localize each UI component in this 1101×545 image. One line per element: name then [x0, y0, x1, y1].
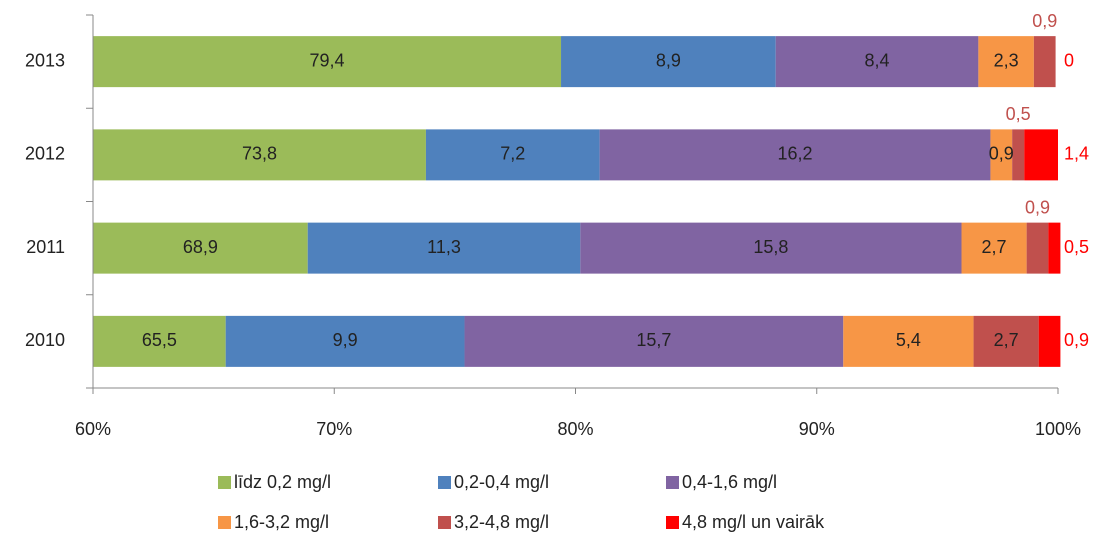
data-label: 15,7	[636, 330, 671, 350]
legend-label: 4,8 mg/l un vairāk	[682, 512, 825, 532]
x-tick-label: 80%	[557, 419, 593, 439]
y-tick-label: 2011	[26, 237, 65, 257]
data-label: 2,3	[994, 50, 1019, 70]
x-tick-label: 70%	[316, 419, 352, 439]
bar-segment	[580, 222, 962, 274]
bar-segment	[1026, 222, 1049, 274]
data-label: 15,8	[753, 237, 788, 257]
legend-label: 3,2-4,8 mg/l	[454, 512, 549, 532]
legend-swatch	[666, 516, 679, 529]
data-label: 73,8	[242, 144, 277, 164]
data-label: 16,2	[778, 144, 813, 164]
bar-segment	[1038, 315, 1061, 367]
bar-segment	[1048, 222, 1061, 274]
bar-segment	[307, 222, 581, 274]
data-label: 65,5	[142, 330, 177, 350]
data-label: 0	[1064, 50, 1074, 70]
data-label: 7,2	[500, 144, 525, 164]
data-label: 0,9	[1064, 330, 1089, 350]
bar-segment	[93, 315, 226, 367]
bar-segment	[1024, 129, 1058, 181]
data-label: 79,4	[309, 50, 344, 70]
legend-label: 0,4-1,6 mg/l	[682, 472, 777, 492]
x-tick-label: 100%	[1035, 419, 1081, 439]
bar-segment	[93, 36, 562, 88]
y-tick-label: 2010	[25, 330, 65, 350]
bar-segment	[1012, 129, 1025, 181]
legend-swatch	[218, 476, 231, 489]
legend-label: 1,6-3,2 mg/l	[234, 512, 329, 532]
legend-swatch	[218, 516, 231, 529]
data-label: 9,9	[333, 330, 358, 350]
bar-segment	[93, 129, 426, 181]
data-label: 11,3	[427, 237, 461, 257]
bar-segment	[978, 36, 1034, 88]
bar-segment	[561, 36, 776, 88]
legend-swatch	[438, 516, 451, 529]
data-label: 0,9	[1025, 197, 1050, 217]
bar-segment	[225, 315, 465, 367]
bar-segment	[464, 315, 844, 367]
data-label: 8,4	[865, 50, 890, 70]
y-tick-label: 2012	[25, 144, 65, 164]
legend-label: 0,2-0,4 mg/l	[454, 472, 549, 492]
data-label: 8,9	[656, 50, 681, 70]
bar-segment	[93, 222, 308, 274]
legend-swatch	[666, 476, 679, 489]
y-tick-label: 2013	[25, 50, 65, 70]
legend-label: līdz 0,2 mg/l	[234, 472, 331, 492]
data-label: 0,5	[1064, 237, 1089, 257]
bar-segment	[973, 315, 1039, 367]
plot-area	[93, 36, 1061, 367]
data-label: 0,5	[1006, 104, 1031, 124]
bar-segment	[775, 36, 979, 88]
x-tick-label: 90%	[799, 419, 835, 439]
x-tick-label: 60%	[75, 419, 111, 439]
bar-segment	[1033, 36, 1056, 88]
data-label: 0,9	[989, 144, 1014, 164]
bar-segment	[990, 129, 1013, 181]
data-label: 1,4	[1064, 144, 1089, 164]
bar-segment	[843, 315, 974, 367]
data-label: 2,7	[982, 237, 1007, 257]
bar-segment	[961, 222, 1027, 274]
data-label: 5,4	[896, 330, 921, 350]
data-label: 2,7	[994, 330, 1019, 350]
data-label: 68,9	[183, 237, 218, 257]
bar-segment	[425, 129, 600, 181]
data-label: 0,9	[1032, 11, 1057, 31]
bar-segment	[599, 129, 991, 181]
legend-swatch	[438, 476, 451, 489]
